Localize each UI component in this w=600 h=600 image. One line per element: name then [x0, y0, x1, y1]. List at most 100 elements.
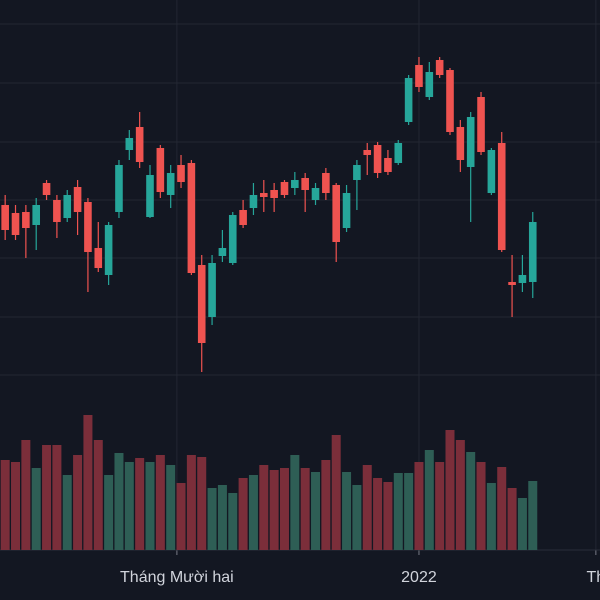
candle-body	[311, 188, 320, 200]
candle-body	[456, 127, 465, 160]
candle-body	[353, 165, 361, 180]
candle-body	[466, 117, 475, 167]
candle-body	[404, 78, 413, 122]
volume-bar	[197, 457, 207, 550]
candle-body	[228, 215, 237, 263]
candle-body	[487, 150, 496, 193]
candle-body	[63, 195, 72, 218]
candle-body	[477, 97, 485, 152]
candle-body	[528, 222, 537, 282]
volume-bar	[228, 493, 238, 550]
volume-bar	[93, 440, 103, 550]
volume-bar	[166, 465, 176, 550]
candle-body	[218, 248, 227, 256]
volume-bar	[217, 485, 227, 550]
candle-body	[425, 72, 434, 97]
volume-bar	[507, 488, 517, 550]
candle-body	[84, 202, 92, 252]
candle-body	[415, 65, 423, 87]
candle-body	[435, 60, 444, 75]
candle-body	[22, 212, 30, 228]
volume-bar	[114, 453, 124, 550]
volume-bar	[476, 462, 486, 550]
candle-body	[197, 265, 206, 343]
candle-body	[166, 173, 175, 195]
volume-bar	[248, 475, 258, 550]
candle-body	[508, 282, 516, 285]
volume-bar	[0, 460, 10, 550]
candle-body	[259, 193, 268, 197]
volume-bar	[517, 498, 527, 550]
volume-bar	[486, 483, 496, 550]
candle-body	[446, 70, 454, 132]
volume-bar	[238, 478, 248, 550]
candle-body	[53, 200, 61, 222]
volume-bar	[435, 462, 445, 550]
volume-bar	[414, 462, 424, 550]
volume-bar	[424, 450, 434, 550]
candle-body	[342, 193, 351, 228]
candle-body	[332, 185, 341, 242]
volume-bar	[497, 467, 507, 550]
volume-bar	[362, 465, 372, 550]
volume-bar	[373, 478, 383, 550]
candle-body	[363, 150, 372, 155]
candle-body	[135, 127, 144, 162]
candle-body	[394, 143, 403, 163]
candle-body	[125, 138, 134, 150]
candle-body	[73, 187, 82, 212]
volume-bar	[404, 473, 414, 550]
candle-body	[104, 225, 113, 275]
volume-bar	[528, 481, 538, 550]
candle-body	[518, 275, 527, 283]
candle-body	[497, 143, 506, 250]
candle-body	[270, 190, 278, 198]
volume-bar	[383, 482, 393, 550]
volume-bar	[311, 472, 321, 550]
volume-bar	[62, 475, 72, 550]
volume-bar	[83, 415, 93, 550]
x-tick-label: Tháng Mười hai	[120, 569, 234, 586]
volume-bar	[279, 468, 289, 550]
candle-body	[301, 178, 309, 190]
candle-body	[239, 210, 247, 225]
candle-body	[115, 165, 123, 212]
volume-bar	[52, 445, 62, 550]
candle-body	[373, 145, 382, 173]
candle-body	[177, 165, 185, 182]
candle-body	[156, 148, 165, 192]
volume-bar	[42, 445, 52, 550]
volume-bar	[290, 455, 300, 550]
volume-bar	[321, 460, 331, 550]
volume-bar	[73, 455, 83, 550]
candle-body	[1, 205, 9, 230]
candle-body	[291, 180, 299, 188]
volume-bar	[11, 462, 21, 550]
volume-bar	[145, 462, 155, 550]
volume-bar	[466, 452, 476, 550]
candle-body	[280, 182, 289, 195]
candle-body	[42, 183, 51, 195]
volume-bar	[135, 458, 145, 550]
volume-bar	[176, 483, 186, 550]
volume-bar	[300, 468, 310, 550]
volume-bar	[455, 440, 465, 550]
volume-bar	[31, 468, 41, 550]
volume-bar	[445, 430, 455, 550]
candle-body	[94, 248, 103, 268]
volume-bar	[104, 475, 114, 550]
volume-bar	[207, 488, 217, 550]
volume-bar	[331, 435, 341, 550]
volume-bar	[21, 440, 31, 550]
volume-bar	[155, 455, 165, 550]
candle-body	[249, 195, 258, 208]
candle-body	[11, 213, 20, 235]
volume-bar	[186, 455, 196, 550]
candle-body	[322, 173, 330, 193]
x-tick-label: 2022	[401, 569, 437, 586]
candle-body	[187, 163, 196, 273]
volume-bar	[269, 470, 279, 550]
x-tick-label: Th	[587, 569, 600, 586]
